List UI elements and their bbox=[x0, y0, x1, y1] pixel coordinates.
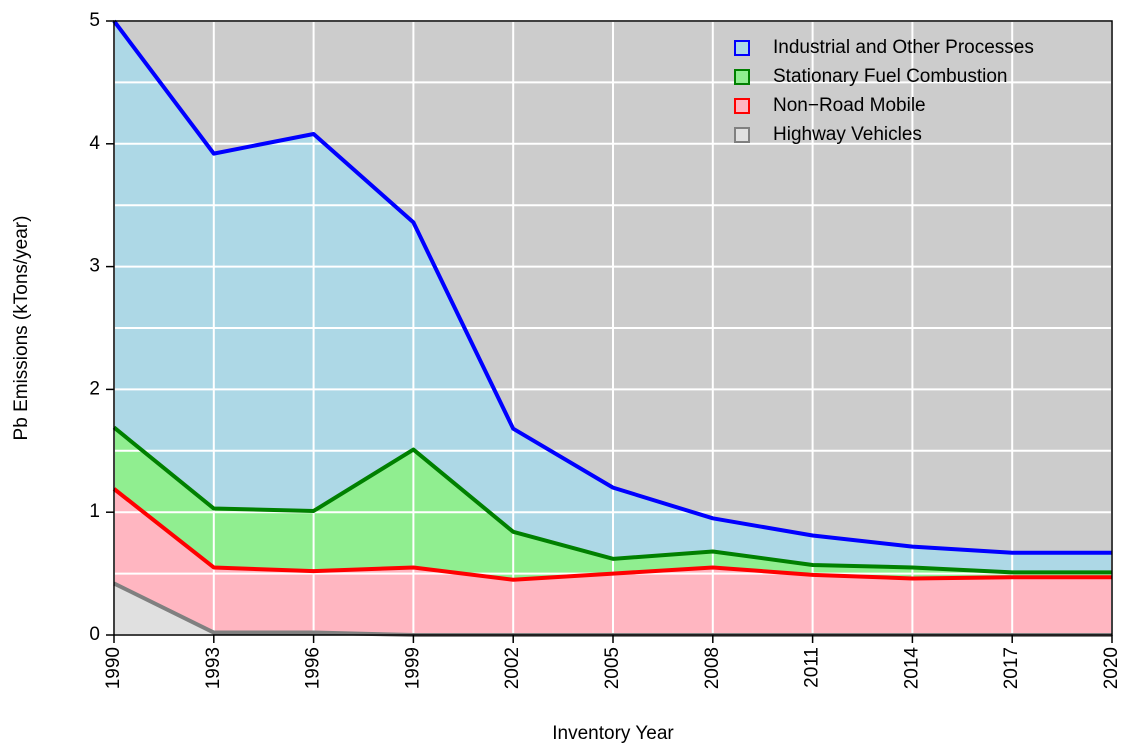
legend-swatch bbox=[734, 98, 750, 114]
area bbox=[114, 488, 1112, 635]
x-tick-label: 2014 bbox=[901, 647, 922, 690]
x-tick-label: 2005 bbox=[602, 647, 623, 689]
x-tick-label: 2017 bbox=[1001, 647, 1022, 689]
area-line bbox=[112, 425, 1112, 575]
y-tick-label: 1 bbox=[89, 501, 100, 522]
y-tick-label: 0 bbox=[89, 624, 100, 645]
legend-label: Industrial and Other Processes bbox=[773, 37, 1034, 58]
area-line bbox=[112, 19, 1112, 555]
y-axis-title: Pb Emissions (kTons/year) bbox=[11, 216, 32, 441]
x-tick-label: 1999 bbox=[402, 647, 423, 689]
area bbox=[114, 21, 1112, 573]
legend-swatch bbox=[734, 69, 750, 85]
legend-swatch bbox=[734, 127, 750, 143]
legend-label: Stationary Fuel Combustion bbox=[773, 66, 1007, 87]
legend-label: Highway Vehicles bbox=[773, 124, 922, 145]
x-tick-label: 2008 bbox=[702, 647, 723, 689]
x-tick-label: 2011 bbox=[802, 647, 823, 688]
x-tick-label: 1993 bbox=[203, 647, 224, 689]
x-tick-label: 2020 bbox=[1101, 647, 1122, 689]
y-tick-label: 5 bbox=[89, 10, 100, 31]
x-axis-title: Inventory Year bbox=[552, 723, 674, 744]
x-tick-label: 1990 bbox=[103, 647, 124, 689]
y-tick-label: 4 bbox=[89, 133, 100, 154]
x-tick-label: 2002 bbox=[502, 647, 523, 689]
legend-label: Non−Road Mobile bbox=[773, 95, 926, 116]
area bbox=[114, 427, 1112, 580]
legend-swatch bbox=[734, 40, 750, 56]
x-tick-label: 1996 bbox=[303, 647, 324, 689]
area-line bbox=[112, 487, 1112, 582]
y-tick-label: 3 bbox=[89, 256, 100, 277]
y-tick-label: 2 bbox=[89, 378, 100, 399]
